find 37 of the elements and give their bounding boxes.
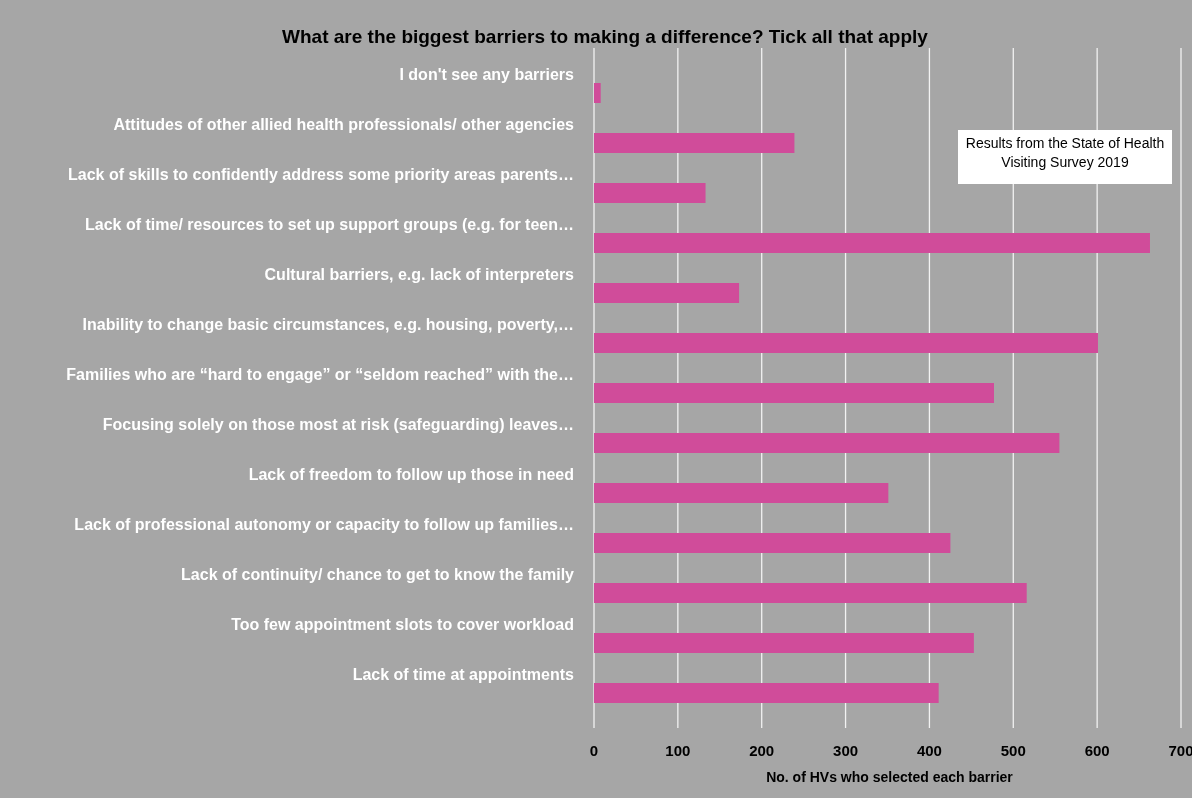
x-tick-label: 400 bbox=[916, 742, 942, 759]
y-tick-label: Cultural barriers, e.g. lack of interpreters bbox=[264, 266, 575, 283]
x-tick-label: 500 bbox=[1000, 742, 1026, 759]
bar bbox=[594, 483, 889, 503]
bar bbox=[594, 133, 795, 153]
y-tick-label: Lack of continuity/ chance to get to know the family bbox=[181, 566, 575, 583]
bar bbox=[594, 633, 974, 653]
y-tick-label: Attitudes of other allied health professionals/ other agencies bbox=[113, 116, 575, 133]
bar bbox=[594, 383, 994, 403]
y-tick-label: Lack of professional autonomy or capacity to follow up families… bbox=[74, 516, 574, 533]
bar bbox=[594, 433, 1060, 453]
y-tick-label: Families who are “hard to engage” or “seldom reached” with the… bbox=[66, 366, 574, 383]
bar bbox=[594, 283, 740, 303]
bar bbox=[594, 583, 1027, 603]
bar bbox=[594, 683, 939, 703]
y-tick-label: Too few appointment slots to cover workload bbox=[231, 616, 574, 633]
y-tick-label: Lack of time/ resources to set up support groups (e.g. for teen… bbox=[85, 216, 574, 233]
bar bbox=[594, 83, 601, 103]
y-tick-label: Lack of freedom to follow up those in need bbox=[248, 466, 574, 483]
bar bbox=[594, 233, 1150, 253]
chart-title: What are the biggest barriers to making a difference? Tick all that apply bbox=[282, 26, 929, 47]
bar bbox=[594, 183, 706, 203]
y-tick-label: Focusing solely on those most at risk (safeguarding) leaves… bbox=[102, 416, 574, 433]
x-axis-title: No. of HVs who selected each barrier bbox=[766, 769, 1014, 785]
y-tick-label: I don't see any barriers bbox=[399, 66, 575, 83]
x-tick-label: 100 bbox=[665, 742, 691, 759]
bar bbox=[594, 333, 1098, 353]
x-tick-label: 0 bbox=[589, 742, 599, 759]
x-tick-label: 700 bbox=[1168, 742, 1192, 759]
y-tick-label: Inability to change basic circumstances, e.g. housing, poverty,… bbox=[82, 316, 574, 333]
y-tick-label: Lack of skills to confidently address some priority areas parents… bbox=[68, 166, 574, 183]
bar bbox=[594, 533, 951, 553]
x-tick-label: 200 bbox=[749, 742, 775, 759]
y-tick-label: Lack of time at appointments bbox=[352, 666, 575, 683]
x-tick-label: 300 bbox=[833, 742, 859, 759]
x-tick-label: 600 bbox=[1084, 742, 1110, 759]
annotation: Results from the State of Health Visiting Survey 2019 bbox=[964, 134, 1166, 172]
